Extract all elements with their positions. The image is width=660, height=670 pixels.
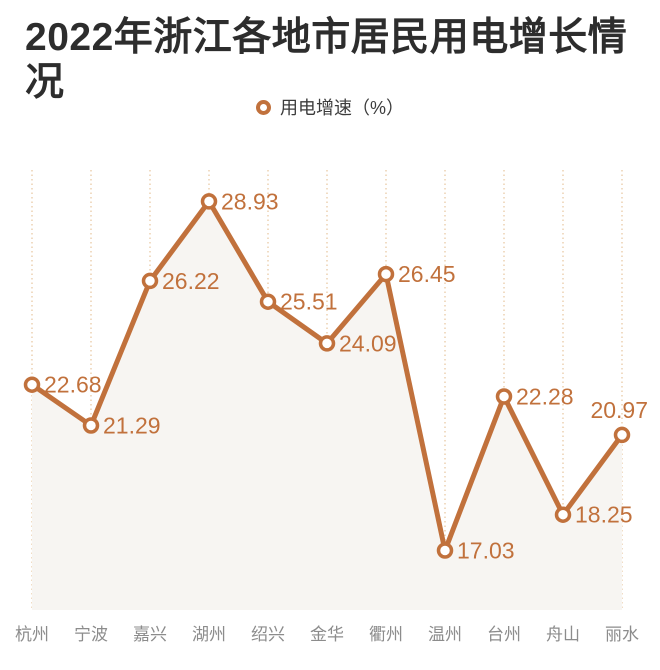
data-label: 20.97 [590, 397, 648, 423]
x-axis-label: 丽水 [605, 625, 639, 644]
x-axis-label: 台州 [487, 625, 521, 644]
data-point[interactable] [141, 272, 159, 290]
data-label: 18.25 [575, 502, 633, 528]
legend-label: 用电增速（%） [279, 98, 404, 118]
data-point[interactable] [200, 193, 218, 210]
data-label: 22.68 [44, 372, 102, 398]
data-point[interactable] [259, 293, 277, 310]
data-label: 24.09 [339, 330, 397, 356]
x-axis-label: 温州 [428, 625, 462, 644]
data-label: 21.29 [103, 412, 161, 438]
x-axis-label: 杭州 [15, 625, 49, 644]
x-axis-label: 金华 [310, 625, 344, 644]
x-axis-label: 嘉兴 [133, 625, 167, 644]
data-point[interactable] [377, 265, 395, 283]
data-point[interactable] [318, 335, 336, 352]
chart-title: 2022年浙江各地市居民用电增长情况 [25, 16, 628, 104]
data-label: 22.28 [516, 383, 574, 409]
x-axis-label: 衢州 [369, 624, 403, 644]
data-points-layer [23, 193, 631, 559]
data-point[interactable] [436, 542, 454, 559]
data-label: 26.22 [162, 268, 220, 294]
area-layer [32, 201, 622, 610]
data-label: 25.51 [280, 289, 338, 315]
data-point[interactable] [495, 388, 513, 405]
data-point[interactable] [82, 417, 100, 434]
x-axis-label: 绍兴 [251, 625, 285, 644]
legend-item[interactable]: 用电增速（%） [0, 94, 660, 120]
x-axis-labels-layer: 杭州 宁波 嘉兴 湖州 绍兴 金华 衢州 温州 台州 舟山 丽水 [15, 624, 639, 644]
area-fill [32, 201, 622, 610]
data-label: 17.03 [457, 537, 515, 563]
data-point[interactable] [554, 506, 572, 523]
data-label: 26.45 [398, 261, 456, 287]
data-label: 28.93 [221, 188, 279, 214]
x-axis-label: 舟山 [546, 625, 580, 644]
x-axis-label: 湖州 [192, 625, 226, 644]
data-point[interactable] [613, 426, 631, 444]
x-axis-label: 宁波 [74, 625, 108, 644]
legend-marker-icon [255, 99, 271, 115]
data-point[interactable] [23, 376, 41, 393]
